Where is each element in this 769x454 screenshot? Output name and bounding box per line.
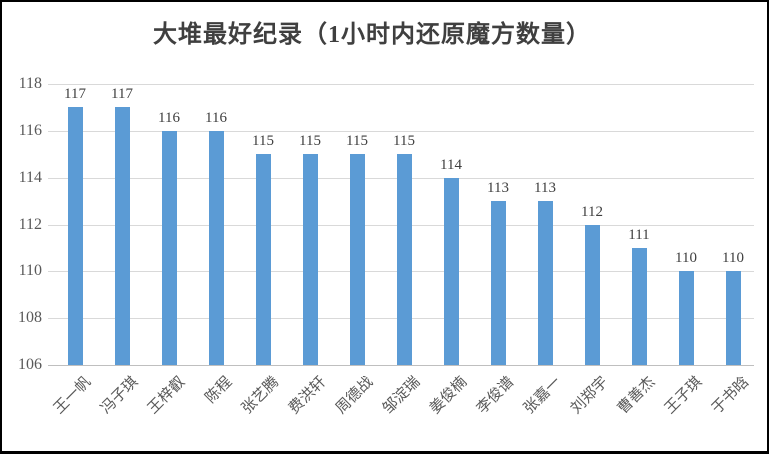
data-label: 111 <box>628 226 650 243</box>
data-label: 117 <box>111 86 133 103</box>
gridline <box>48 130 754 132</box>
chart-title: 大堆最好纪录（1小时内还原魔方数量） <box>153 22 591 48</box>
data-label: 114 <box>440 156 462 173</box>
y-axis-tick-label: 114 <box>18 168 42 186</box>
bar <box>67 107 83 365</box>
y-axis-tick-label: 108 <box>18 309 42 327</box>
gridline <box>48 84 754 85</box>
y-axis-tick-label: 106 <box>18 356 42 373</box>
bar <box>443 177 459 365</box>
data-label: 116 <box>205 109 227 126</box>
bar <box>302 154 318 365</box>
y-axis-tick-label: 112 <box>18 215 42 233</box>
data-label: 116 <box>158 109 180 126</box>
data-label: 117 <box>64 86 86 103</box>
bar <box>255 154 271 365</box>
data-label: 115 <box>393 133 415 150</box>
data-label: 113 <box>487 180 509 197</box>
bar <box>208 130 224 365</box>
bar <box>490 201 506 365</box>
data-label: 115 <box>299 133 321 150</box>
bar <box>725 271 741 365</box>
data-label: 110 <box>722 250 744 267</box>
data-label: 115 <box>346 133 368 150</box>
data-label: 110 <box>675 250 697 267</box>
bar <box>584 224 600 365</box>
bar <box>678 271 694 365</box>
data-label: 112 <box>581 203 603 220</box>
y-axis-tick-label: 118 <box>18 75 42 92</box>
bar <box>161 130 177 365</box>
data-label: 115 <box>252 133 274 150</box>
data-label: 113 <box>534 180 556 197</box>
y-axis-tick-label: 110 <box>18 262 42 280</box>
bar <box>537 201 553 365</box>
y-axis-tick-label: 116 <box>18 121 42 139</box>
bar <box>114 107 130 365</box>
bar <box>396 154 412 365</box>
bar <box>349 154 365 365</box>
gridline <box>48 365 754 366</box>
bar <box>631 247 647 365</box>
